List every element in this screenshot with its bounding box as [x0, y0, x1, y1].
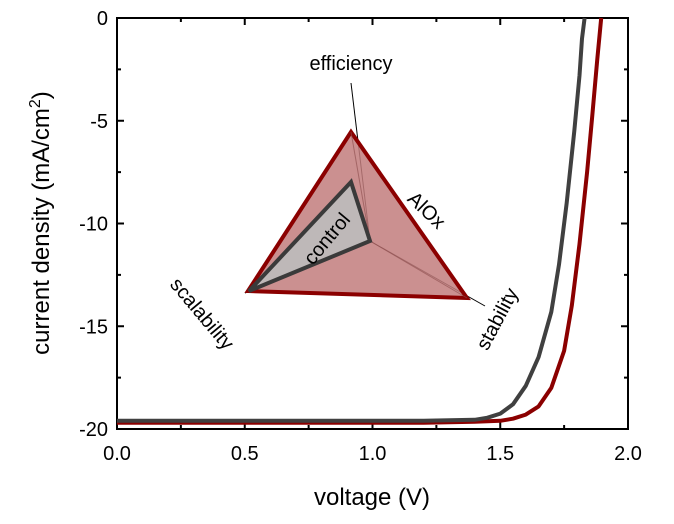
x-tick-label: 1.5: [486, 443, 514, 465]
y-axis-title-main: current density (mA/cm: [28, 108, 55, 355]
y-tick-label: 0: [97, 8, 108, 30]
y-tick-label: -20: [79, 419, 108, 441]
radar-inner-spoke: [350, 131, 371, 242]
radar-inset: efficiency scalability stability AlOx co…: [165, 53, 523, 354]
y-tick-label: -15: [79, 316, 108, 338]
y-axis-title: current density (mA/cm2): [27, 91, 55, 355]
x-tick-label: 0.0: [103, 443, 131, 465]
radar-label-efficiency: efficiency: [309, 53, 392, 75]
radar-label-scalability: scalability: [165, 274, 238, 355]
x-tick-label: 0.5: [231, 443, 259, 465]
iv-curves: [117, 17, 604, 425]
x-axis-title: voltage (V): [314, 484, 430, 511]
x-axis-ticks: 0.0 0.5 1.0 1.5 2.0: [103, 18, 642, 465]
radar-label-stability: stability: [472, 285, 523, 354]
control-triangle: [247, 178, 373, 293]
y-tick-label: -5: [90, 111, 108, 133]
x-tick-label: 2.0: [614, 443, 642, 465]
iv-curve-1: [117, 17, 604, 425]
y-tick-label: -10: [79, 214, 108, 236]
iv-curve-2: [117, 17, 587, 423]
y-axis-title-sup: 2: [27, 99, 44, 108]
y-axis-title-close: ): [28, 91, 55, 99]
radar-inner-spoke: [369, 240, 468, 299]
x-tick-label: 1.0: [359, 443, 387, 465]
y-axis-ticks: 0 -5 -10 -15 -20: [79, 8, 628, 441]
